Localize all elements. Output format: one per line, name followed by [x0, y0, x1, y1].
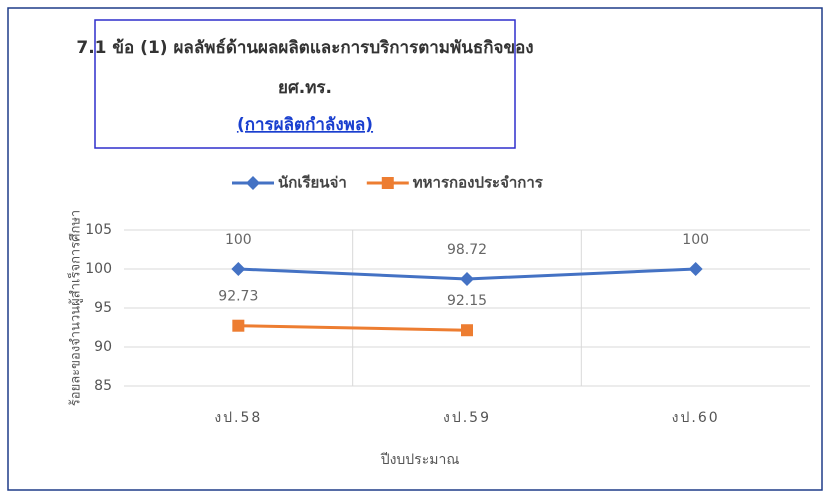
y-tick-label: 85	[94, 378, 112, 394]
data-point	[461, 324, 473, 337]
chart-subtitle: (การผลิตกำลังพล)	[237, 115, 373, 135]
y-tick-label: 100	[85, 261, 112, 277]
chart-title: 7.1 ข้อ (1) ผลลัพธ์ด้านผลผลิตและการบริกา…	[76, 37, 533, 58]
x-tick-label: งป.60	[672, 410, 720, 426]
data-label: 100	[225, 232, 252, 248]
x-tick-label: งป.58	[214, 410, 262, 426]
data-point	[232, 319, 245, 332]
data-label: 92.15	[447, 293, 487, 309]
y-tick-label: 105	[85, 222, 112, 238]
x-axis-title: ปีงบประมาณ	[380, 452, 459, 468]
y-tick-label: 95	[94, 300, 112, 316]
y-axis-title: ร้อยละของจำนวนผู้สำเร็จการศึกษา	[66, 210, 84, 406]
legend-marker	[381, 177, 394, 189]
series-line	[238, 324, 468, 332]
legend-label: ทหารกองประจำการ	[413, 174, 544, 192]
chart-title-line2: ยศ.ทร.	[278, 78, 332, 98]
data-label: 92.73	[218, 289, 258, 305]
data-label: 98.72	[447, 242, 487, 258]
legend-label: นักเรียนจ่า	[278, 174, 347, 192]
data-point	[460, 271, 474, 286]
x-tick-label: งป.59	[443, 410, 491, 426]
data-point	[688, 262, 703, 276]
title-box	[94, 19, 516, 149]
y-tick-label: 90	[94, 339, 112, 355]
data-point	[231, 262, 246, 276]
legend-marker	[246, 176, 260, 190]
data-label: 100	[682, 232, 709, 248]
